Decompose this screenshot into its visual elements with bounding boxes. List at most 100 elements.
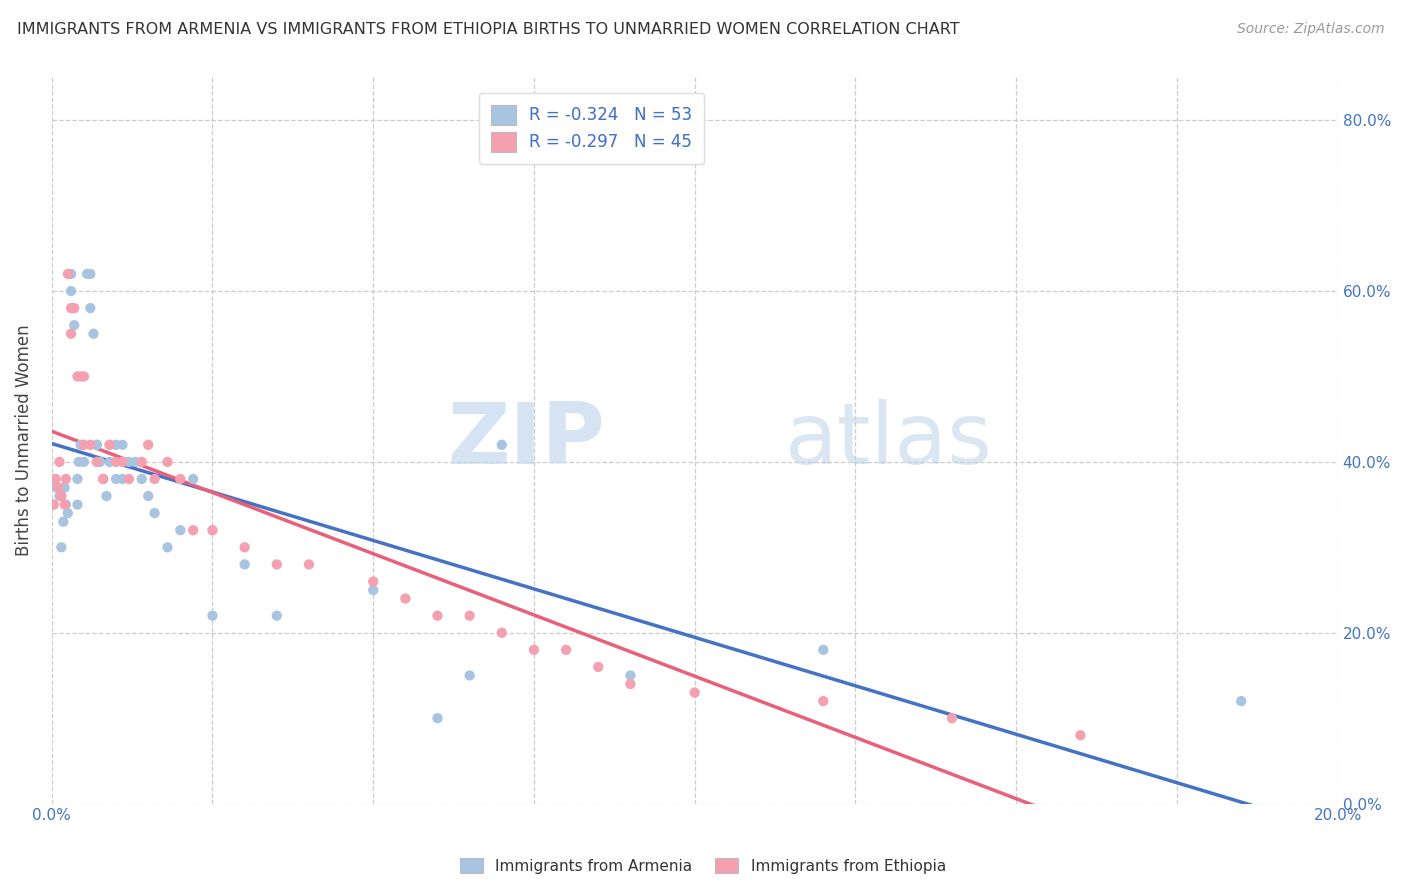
Point [60,326,83,341]
Point [105,455,128,469]
Point [156,541,179,555]
Point [124,455,146,469]
Point [491,438,513,452]
Legend: R = -0.324   N = 53, R = -0.297   N = 45: R = -0.324 N = 53, R = -0.297 N = 45 [479,93,704,164]
Point [73,438,96,452]
Point [131,472,153,486]
Point [51,489,73,503]
Point [86,438,108,452]
Point [523,643,546,657]
Point [69,438,91,452]
Point [67,455,90,469]
Point [136,489,159,503]
Point [555,643,578,657]
Point [111,438,134,452]
Point [266,558,288,572]
Point [52,515,75,529]
Point [91,472,114,486]
Point [426,711,449,725]
Text: IMMIGRANTS FROM ARMENIA VS IMMIGRANTS FROM ETHIOPIA BIRTHS TO UNMARRIED WOMEN CO: IMMIGRANTS FROM ARMENIA VS IMMIGRANTS FR… [17,22,959,37]
Point [266,608,288,623]
Point [55,498,77,512]
Point [51,541,73,555]
Point [89,455,111,469]
Point [361,582,384,597]
Point [136,438,159,452]
Point [181,523,204,537]
Point [83,326,105,341]
Point [42,498,65,512]
Point [53,498,76,512]
Point [111,455,134,469]
Point [111,472,134,486]
Point [66,472,89,486]
Point [46,481,69,495]
Text: ZIP: ZIP [447,399,605,482]
Point [46,481,69,495]
Point [48,489,70,503]
Point [586,660,609,674]
Point [1069,728,1091,742]
Point [619,668,641,682]
Point [813,694,835,708]
Point [169,472,191,486]
Point [426,608,449,623]
Point [619,677,641,691]
Point [73,438,96,452]
Point [42,498,65,512]
Point [66,498,89,512]
Point [45,481,67,495]
Point [55,472,77,486]
Point [98,455,121,469]
Point [73,369,96,384]
Point [458,608,481,623]
Point [60,284,83,298]
Point [86,455,108,469]
Point [201,608,224,623]
Legend: Immigrants from Armenia, Immigrants from Ethiopia: Immigrants from Armenia, Immigrants from… [454,852,952,880]
Point [63,301,86,315]
Point [56,267,79,281]
Point [76,267,98,281]
Point [66,369,89,384]
Point [45,472,67,486]
Point [98,438,121,452]
Point [98,438,121,452]
Point [79,438,101,452]
Point [394,591,416,606]
Point [69,369,91,384]
Point [458,668,481,682]
Point [181,472,204,486]
Point [298,558,321,572]
Point [813,643,835,657]
Y-axis label: Births to Unmarried Women: Births to Unmarried Women [15,325,32,557]
Point [683,685,706,699]
Point [361,574,384,589]
Point [118,472,141,486]
Point [53,481,76,495]
Point [60,301,83,315]
Point [91,472,114,486]
Point [63,318,86,333]
Point [156,455,179,469]
Point [1230,694,1253,708]
Point [118,455,141,469]
Point [143,506,166,520]
Point [60,301,83,315]
Point [56,506,79,520]
Point [44,472,66,486]
Point [79,301,101,315]
Point [941,711,963,725]
Point [201,523,224,537]
Point [105,438,128,452]
Point [105,472,128,486]
Point [491,625,513,640]
Point [79,267,101,281]
Text: atlas: atlas [785,399,993,482]
Point [233,558,256,572]
Point [48,455,70,469]
Point [131,455,153,469]
Point [86,438,108,452]
Text: Source: ZipAtlas.com: Source: ZipAtlas.com [1237,22,1385,37]
Point [96,489,118,503]
